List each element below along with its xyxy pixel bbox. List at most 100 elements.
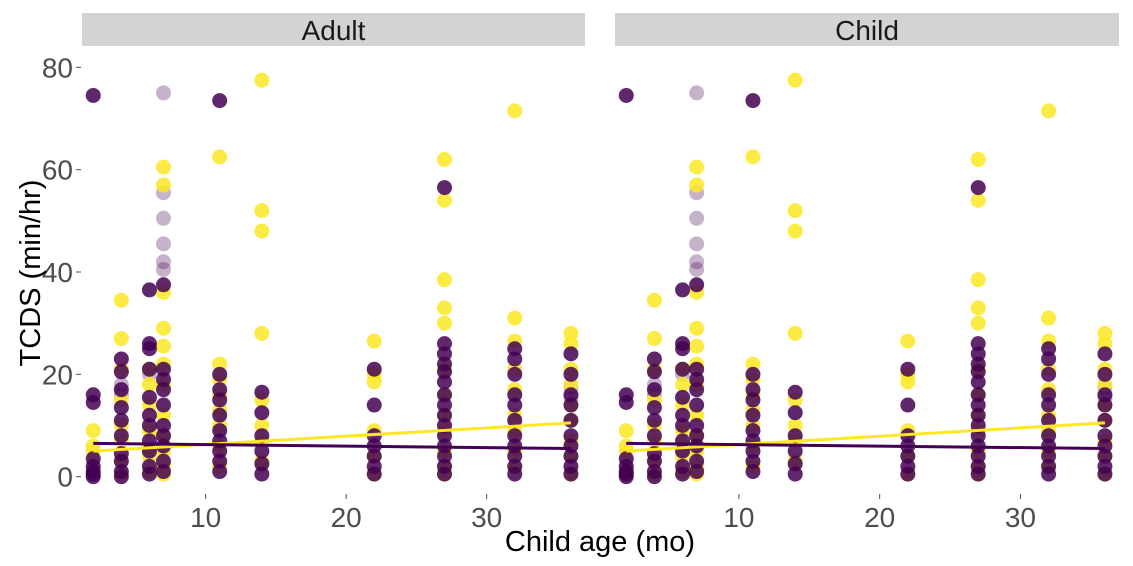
data-point-adult: [113, 400, 129, 416]
data-point-child: [1041, 351, 1057, 367]
data-point-adult: [155, 177, 171, 193]
data-point-child: [1097, 346, 1113, 362]
y-tick-label: 20: [42, 359, 73, 390]
data-point-adult: [254, 203, 270, 219]
data-point-child: [689, 85, 705, 101]
data-point-child: [1041, 466, 1057, 482]
data-point-child: [970, 466, 986, 482]
data-point-child: [970, 180, 986, 196]
trend-line-adult: [93, 441, 571, 451]
y-tick-label: 40: [42, 257, 73, 288]
data-point-adult: [212, 407, 228, 423]
data-point-adult: [141, 361, 157, 377]
data-point-child: [689, 320, 705, 336]
data-point-adult: [113, 292, 129, 308]
data-point-adult: [366, 374, 382, 390]
data-point-adult: [507, 351, 523, 367]
data-point-adult: [113, 412, 129, 428]
data-point-child: [745, 464, 761, 480]
x-tick-label: 20: [331, 502, 362, 533]
data-point-adult: [563, 366, 579, 382]
data-point-adult: [212, 464, 228, 480]
data-point-child: [1041, 412, 1057, 428]
data-point-adult: [155, 464, 171, 480]
plot-area: [85, 72, 1113, 485]
data-point-adult: [436, 180, 452, 196]
x-tick-label: 10: [723, 502, 754, 533]
data-point-adult: [436, 192, 452, 208]
data-point-adult: [212, 366, 228, 382]
data-point-adult: [85, 394, 101, 410]
data-point-child: [646, 382, 662, 398]
data-point-child: [970, 272, 986, 288]
data-point-adult: [436, 151, 452, 167]
data-point-adult: [141, 377, 157, 393]
data-point-adult: [155, 236, 171, 252]
data-point-child: [689, 338, 705, 354]
data-point-child: [675, 341, 691, 357]
data-point-adult: [436, 374, 452, 390]
data-point-child: [618, 87, 634, 103]
data-point-child: [900, 466, 916, 482]
panel-child-header: Child: [615, 13, 1119, 46]
data-point-child: [900, 397, 916, 413]
data-point-child: [689, 277, 705, 293]
data-point-adult: [155, 320, 171, 336]
data-point-adult: [155, 85, 171, 101]
y-axis-title: TCDS (min/hr): [15, 180, 47, 367]
data-point-child: [787, 384, 803, 400]
data-point-child: [970, 315, 986, 331]
data-point-adult: [113, 331, 129, 347]
data-point-adult: [507, 366, 523, 382]
data-point-adult: [113, 428, 129, 444]
data-point-adult: [436, 300, 452, 316]
data-point-adult: [113, 382, 129, 398]
data-point-adult: [212, 93, 228, 109]
data-point-adult: [85, 423, 101, 439]
x-tick-label: 10: [190, 502, 221, 533]
data-point-adult: [563, 412, 579, 428]
data-point-adult: [563, 397, 579, 413]
data-point-adult: [507, 466, 523, 482]
data-point-adult: [141, 417, 157, 433]
panel-adult-strip: [82, 13, 585, 46]
data-point-child: [1097, 466, 1113, 482]
y-tick-label: 60: [42, 155, 73, 186]
data-point-child: [646, 428, 662, 444]
data-point-adult: [212, 149, 228, 165]
data-point-adult: [507, 103, 523, 119]
data-point-adult: [155, 338, 171, 354]
data-point-child: [689, 261, 705, 277]
data-point-child: [618, 469, 634, 485]
data-point-child: [689, 464, 705, 480]
data-point-child: [787, 325, 803, 341]
data-point-child: [1097, 366, 1113, 382]
data-point-child: [675, 443, 691, 459]
data-point-adult: [155, 382, 171, 398]
data-point-adult: [141, 389, 157, 405]
data-point-child: [675, 389, 691, 405]
data-point-adult: [436, 315, 452, 331]
data-point-adult: [507, 412, 523, 428]
panel-child-label: Child: [835, 15, 899, 46]
data-point-adult: [113, 364, 129, 380]
panel-adult-label: Adult: [302, 15, 366, 46]
data-point-child: [1041, 366, 1057, 382]
data-point-child: [787, 466, 803, 482]
data-point-child: [1041, 310, 1057, 326]
data-point-child: [787, 223, 803, 239]
data-point-child: [1041, 103, 1057, 119]
data-point-adult: [436, 272, 452, 288]
data-point-adult: [141, 282, 157, 298]
data-point-adult: [113, 469, 129, 485]
data-point-adult: [254, 466, 270, 482]
data-point-child: [689, 159, 705, 175]
data-point-child: [900, 374, 916, 390]
data-point-child: [646, 469, 662, 485]
data-point-child: [900, 333, 916, 349]
data-point-adult: [366, 397, 382, 413]
data-point-adult: [212, 392, 228, 408]
data-point-adult: [254, 325, 270, 341]
data-point-child: [646, 292, 662, 308]
